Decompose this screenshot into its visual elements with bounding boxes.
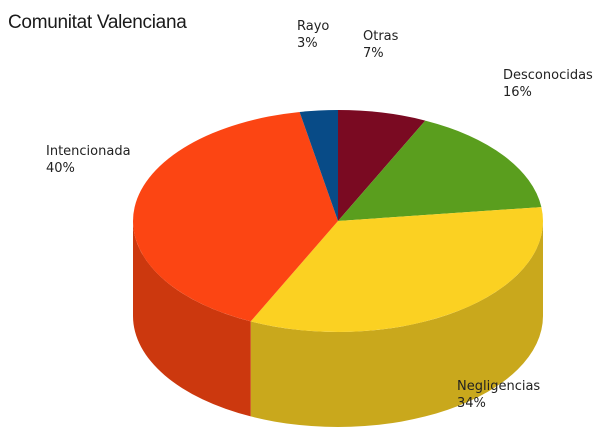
pie-slice-intencionada [133,111,338,322]
slice-pct-desconocidas: 16% [503,85,532,100]
pie-slice-otras [338,110,426,221]
pie-tops [133,110,543,332]
slice-label-otras: Otras [363,29,399,44]
slice-label-desconocidas: Desconocidas [503,68,593,83]
slice-pct-rayo: 3% [297,36,318,51]
slice-pct-otras: 7% [363,46,384,61]
slice-label-rayo: Rayo [297,19,329,34]
pie-slice-negligencias [250,207,543,332]
pie-slice-desconocidas [338,120,542,221]
pie-side-intencionada [133,221,251,417]
pie-sides [133,221,543,428]
slice-label-intencionada: Intencionada [46,144,131,159]
pie-labels: Otras 7% Desconocidas 16% Negligencias 34% Int… [46,19,593,411]
chart-title: Comunitat Valenciana [8,12,187,33]
pie-side-negligencias [250,221,543,428]
slice-pct-intencionada: 40% [46,161,75,176]
slice-pct-negligencias: 34% [457,396,486,411]
pie-slice-rayo [299,110,338,221]
slice-label-negligencias: Negligencias [457,379,540,394]
